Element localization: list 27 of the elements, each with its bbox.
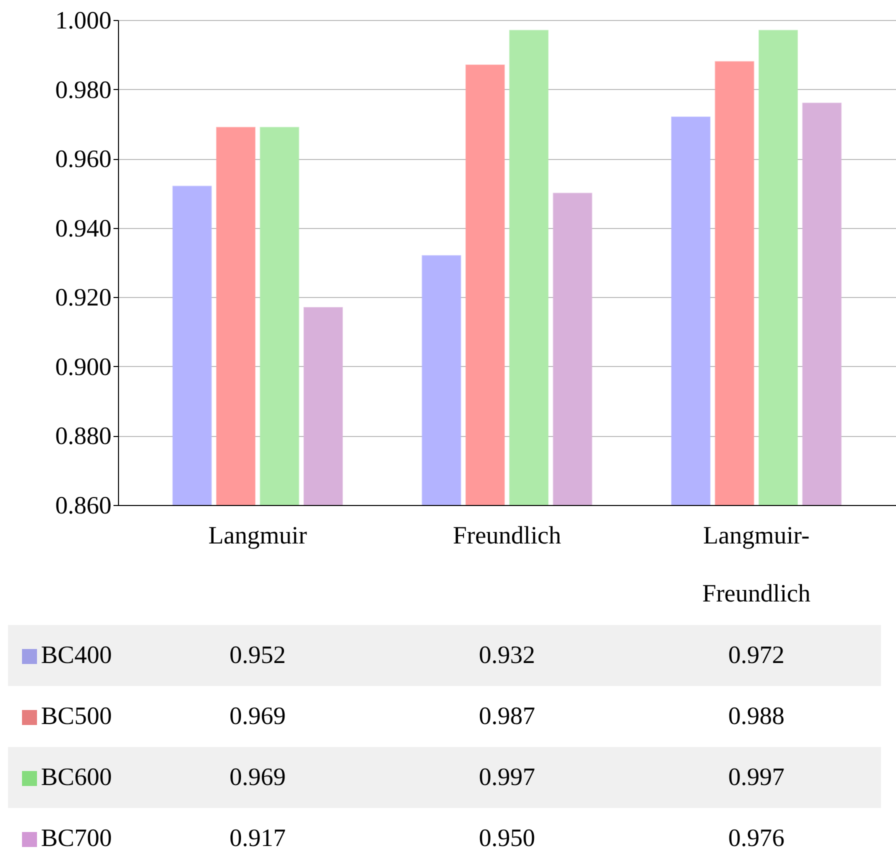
x-tick-label: Langmuir <box>208 522 308 550</box>
data-label: 0.997 <box>727 762 786 792</box>
y-tick-label: 1.000 <box>55 8 112 34</box>
x-tick-label: Freundlich <box>452 522 562 550</box>
legend-label: BC400 <box>40 640 113 670</box>
y-tick-label: 0.880 <box>55 423 112 450</box>
data-label: 0.950 <box>478 824 536 854</box>
y-tick-label: 0.940 <box>55 215 112 242</box>
legend-label: BC500 <box>40 702 113 732</box>
data-label: 0.952 <box>228 640 287 670</box>
legend-label: BC700 <box>40 824 113 854</box>
y-tick-label: 0.900 <box>55 354 112 381</box>
y-tick-label: 0.920 <box>55 284 112 312</box>
y-tick-label: 0.980 <box>55 76 112 104</box>
y-tick-label: 0.960 <box>55 146 112 174</box>
data-label: 0.917 <box>228 824 287 854</box>
data-label: 0.976 <box>727 824 786 854</box>
data-label: 0.987 <box>478 702 536 732</box>
y-tick-label: 0.860 <box>55 492 112 520</box>
data-label: 0.932 <box>478 640 536 670</box>
data-label: 0.969 <box>228 762 287 792</box>
data-label: 0.997 <box>478 762 536 792</box>
data-label: 0.988 <box>727 702 786 732</box>
data-label: 0.972 <box>727 640 786 670</box>
data-label: 0.969 <box>228 702 287 732</box>
legend-label: BC600 <box>40 762 113 792</box>
category-label: Langmuir-Freundlich <box>702 522 811 608</box>
